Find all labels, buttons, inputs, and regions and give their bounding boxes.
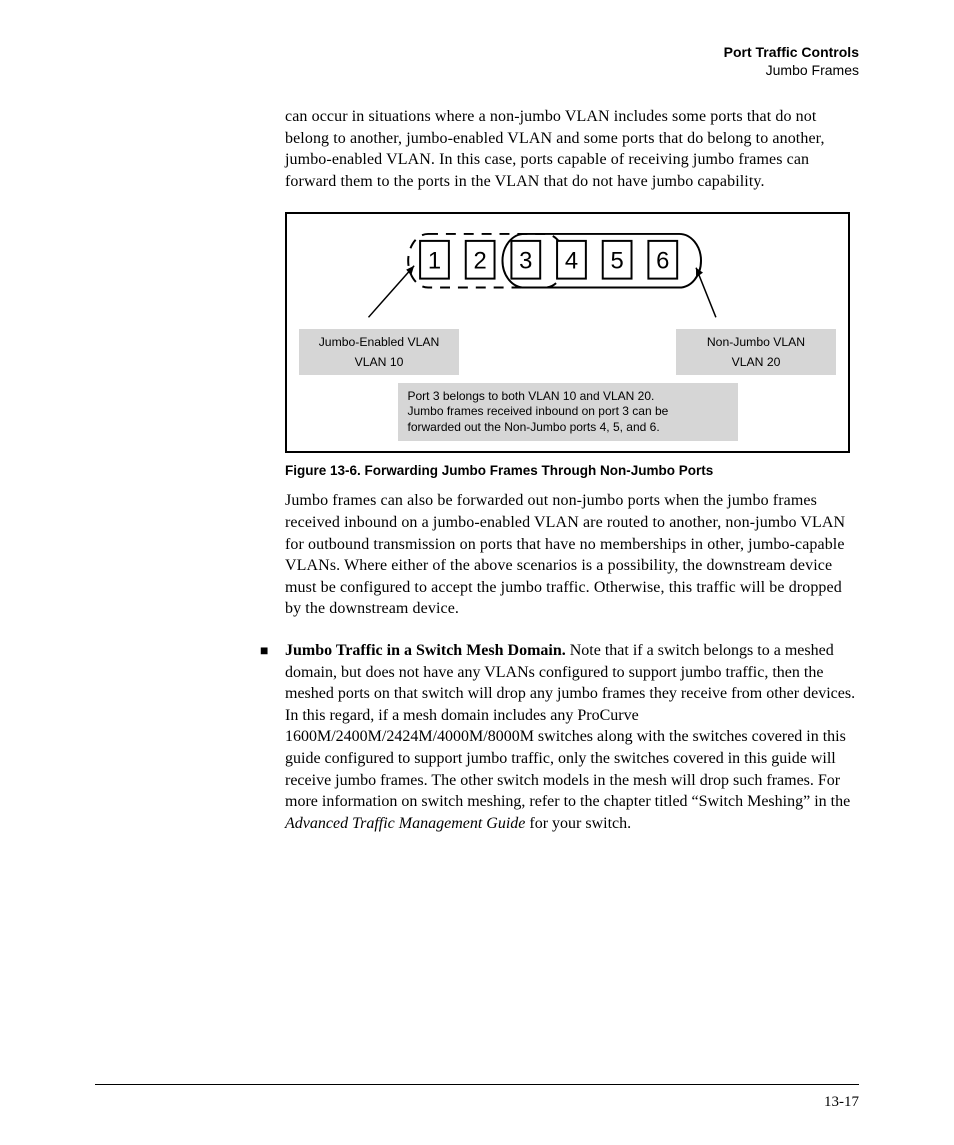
header-title: Port Traffic Controls [95,44,859,60]
vlan10-label-line1: Jumbo-Enabled VLAN [309,335,449,349]
header-subtitle: Jumbo Frames [95,62,859,78]
page-number: 13-17 [824,1094,859,1111]
bullet-rest-1: Note that if a switch belongs to a meshe… [285,642,855,810]
footer-rule [95,1084,859,1085]
vlan20-label-box: Non-Jumbo VLAN VLAN 20 [676,329,836,375]
bullet-icon: ■ [260,643,268,662]
vlan20-label-line2: VLAN 20 [686,355,826,369]
bullet-jumbo-mesh: ■ Jumbo Traffic in a Switch Mesh Domain.… [260,640,859,834]
figure-note-l1: Port 3 belongs to both VLAN 10 and VLAN … [408,389,728,405]
figure-diagram: 1 2 3 4 5 6 [299,226,836,320]
vlan10-label-line2: VLAN 10 [309,355,449,369]
port-row: 1 2 3 4 5 6 [420,241,677,279]
arrow-right [696,268,716,318]
bullet-rest-2: for your switch. [525,815,631,832]
port-label-6: 6 [656,248,669,275]
figure-note-l3: forwarded out the Non-Jumbo ports 4, 5, … [408,420,728,436]
bullet-italic: Advanced Traffic Management Guide [285,815,525,832]
arrow-left [368,266,414,318]
port-label-2: 2 [474,248,487,275]
figure-note-box: Port 3 belongs to both VLAN 10 and VLAN … [398,383,738,442]
port-label-5: 5 [611,248,624,275]
vlan20-label-line1: Non-Jumbo VLAN [686,335,826,349]
figure-note-l2: Jumbo frames received inbound on port 3 … [408,404,728,420]
paragraph-1: can occur in situations where a non-jumb… [285,106,859,192]
port-label-4: 4 [565,248,578,275]
paragraph-2: Jumbo frames can also be forwarded out n… [285,490,859,620]
port-label-3: 3 [519,248,532,275]
vlan10-label-box: Jumbo-Enabled VLAN VLAN 10 [299,329,459,375]
page-header: Port Traffic Controls Jumbo Frames [95,44,859,78]
figure-caption: Figure 13-6. Forwarding Jumbo Frames Thr… [285,463,859,478]
port-label-1: 1 [428,248,441,275]
figure-box: 1 2 3 4 5 6 [285,212,850,453]
bullet-lead: Jumbo Traffic in a Switch Mesh Domain. [285,642,566,659]
